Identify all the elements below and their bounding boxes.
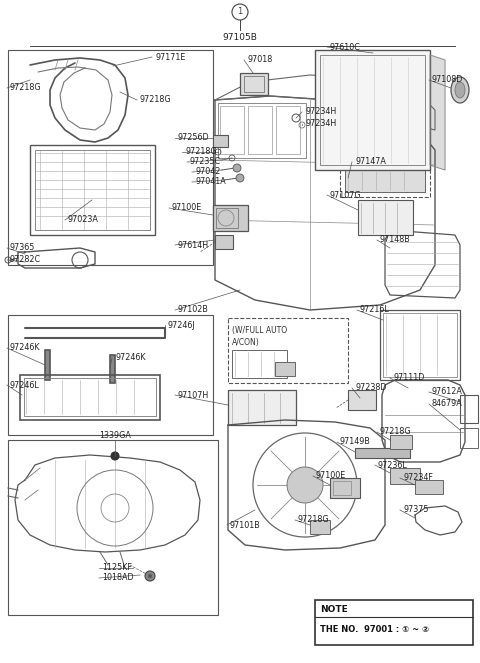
Bar — [380, 310, 460, 380]
Bar — [240, 73, 268, 95]
Text: 97171E: 97171E — [155, 52, 185, 62]
Text: 97236L: 97236L — [378, 461, 408, 469]
Bar — [383, 313, 457, 377]
Text: 97100E: 97100E — [172, 204, 202, 213]
Text: 97218G: 97218G — [10, 84, 42, 93]
Text: 97108D: 97108D — [432, 76, 463, 84]
Text: 97234F: 97234F — [403, 473, 433, 483]
Text: 97100E: 97100E — [316, 471, 346, 481]
Bar — [276, 106, 300, 154]
Bar — [35, 150, 150, 230]
Text: 97107G: 97107G — [330, 190, 361, 200]
Text: 97111D: 97111D — [393, 373, 424, 383]
Polygon shape — [430, 55, 445, 170]
Text: 97041A: 97041A — [195, 178, 226, 186]
Bar — [320, 55, 425, 165]
Bar — [220, 106, 244, 154]
Bar — [248, 106, 272, 154]
Bar — [355, 448, 410, 458]
Bar — [8, 315, 213, 435]
Text: 97107H: 97107H — [178, 391, 209, 400]
Text: 97246K: 97246K — [10, 343, 40, 353]
Text: 97042: 97042 — [195, 168, 220, 176]
Text: (W/FULL AUTO: (W/FULL AUTO — [232, 326, 287, 335]
Bar — [213, 135, 228, 147]
Text: 97612A: 97612A — [432, 387, 463, 396]
Text: 97610C: 97610C — [330, 42, 361, 52]
Bar — [216, 208, 238, 228]
Bar — [218, 103, 306, 158]
Bar — [390, 468, 420, 484]
Text: 97147A: 97147A — [355, 158, 386, 166]
Text: 97218G: 97218G — [185, 147, 216, 156]
Bar — [345, 170, 425, 192]
Text: 97018: 97018 — [247, 56, 272, 64]
Text: THE NO.  97001 : ① ~ ②: THE NO. 97001 : ① ~ ② — [320, 625, 429, 634]
Text: 97218G: 97218G — [140, 95, 172, 105]
Text: 97234H: 97234H — [305, 119, 336, 129]
Bar — [8, 50, 213, 265]
Text: 97235C: 97235C — [190, 158, 221, 166]
Bar — [333, 481, 351, 495]
Bar — [460, 395, 478, 423]
Bar — [315, 600, 473, 645]
Text: 97149B: 97149B — [340, 438, 371, 446]
Bar — [415, 480, 443, 494]
Text: 1125KF: 1125KF — [102, 564, 132, 572]
Bar — [315, 50, 430, 170]
Bar — [228, 318, 348, 383]
Circle shape — [145, 571, 155, 581]
Text: 97023A: 97023A — [68, 215, 99, 225]
Bar — [310, 520, 330, 534]
Bar — [275, 362, 295, 376]
Circle shape — [233, 164, 241, 172]
Text: 84679A: 84679A — [432, 400, 463, 408]
Bar — [213, 205, 248, 231]
Text: NOTE: NOTE — [320, 605, 348, 613]
Text: 97246K: 97246K — [115, 353, 145, 363]
Text: 97234H: 97234H — [305, 107, 336, 117]
Text: 97614H: 97614H — [178, 241, 209, 249]
Circle shape — [111, 452, 119, 460]
Text: 1018AD: 1018AD — [102, 573, 133, 583]
Text: 97218G: 97218G — [298, 516, 330, 524]
Bar — [390, 435, 412, 449]
Text: 1: 1 — [238, 7, 242, 17]
Circle shape — [287, 467, 323, 503]
Text: 97246J: 97246J — [168, 320, 196, 330]
Text: A/CON): A/CON) — [232, 337, 260, 347]
Bar — [24, 378, 156, 416]
Bar — [215, 235, 233, 249]
Bar — [244, 76, 264, 92]
Bar — [358, 200, 413, 235]
Text: 97101B: 97101B — [230, 520, 261, 530]
Bar — [45, 350, 50, 380]
Text: 97246L: 97246L — [10, 381, 40, 389]
Bar — [110, 355, 115, 383]
Bar — [460, 428, 478, 448]
Text: 97102B: 97102B — [178, 306, 209, 314]
Ellipse shape — [451, 77, 469, 103]
Bar — [348, 390, 376, 410]
Text: 1339GA: 1339GA — [99, 432, 131, 440]
Bar — [232, 350, 287, 378]
Text: 97148B: 97148B — [380, 235, 411, 245]
Text: 97218G: 97218G — [380, 428, 412, 436]
Bar — [228, 390, 296, 425]
Text: 97365: 97365 — [10, 243, 36, 253]
Text: 97256D: 97256D — [178, 133, 210, 143]
Text: 97238D: 97238D — [355, 383, 386, 392]
Circle shape — [236, 174, 244, 182]
Bar — [30, 145, 155, 235]
Bar — [340, 165, 430, 197]
Text: 97105B: 97105B — [223, 34, 257, 42]
Text: 97216L: 97216L — [360, 306, 390, 314]
Bar — [20, 375, 160, 420]
Bar — [330, 478, 360, 498]
Text: 97375: 97375 — [403, 505, 429, 514]
Circle shape — [148, 574, 152, 578]
Text: 97282C: 97282C — [10, 255, 41, 265]
Ellipse shape — [455, 82, 465, 98]
Bar — [8, 440, 218, 615]
